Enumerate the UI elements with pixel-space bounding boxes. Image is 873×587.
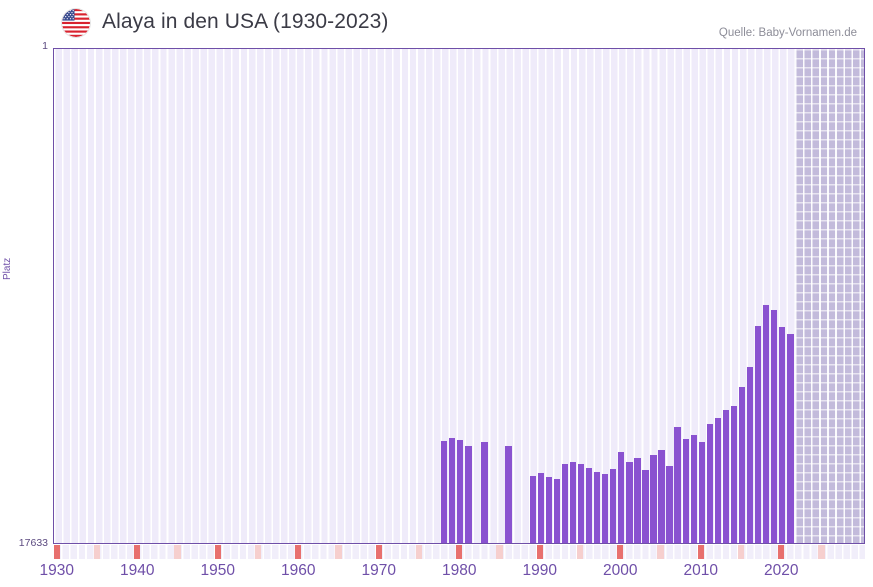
bar-2021[interactable] <box>787 334 794 543</box>
bar-1990[interactable] <box>537 472 544 543</box>
bar-2001[interactable] <box>626 461 633 543</box>
y-axis-tick-top: 1 <box>42 40 48 52</box>
page-title: Alaya in den USA (1930-2023) <box>102 10 389 33</box>
bar-2006[interactable] <box>666 466 673 543</box>
bar-1995[interactable] <box>577 463 585 543</box>
x-axis-tick-label-2010: 2010 <box>683 562 719 579</box>
bar-2007[interactable] <box>674 426 681 543</box>
bar-1991[interactable] <box>545 477 553 543</box>
bar-1978[interactable] <box>441 441 448 543</box>
bar-2011[interactable] <box>706 423 714 543</box>
bar-2019[interactable] <box>771 309 778 543</box>
x-tick-minor-1955 <box>254 545 262 559</box>
bar-2004[interactable] <box>650 455 657 543</box>
bar-1979[interactable] <box>449 437 456 543</box>
source-attribution: Quelle: Baby-Vornamen.de <box>718 27 857 39</box>
x-tick-major-2020 <box>778 545 785 559</box>
x-axis-tick-label-1930: 1930 <box>39 562 75 579</box>
bar-2008[interactable] <box>682 439 689 543</box>
x-axis-tick-label-1970: 1970 <box>361 562 397 579</box>
bar-2015[interactable] <box>738 387 746 543</box>
us-flag-icon <box>62 9 90 37</box>
x-tick-major-1950 <box>214 545 221 559</box>
x-axis-tick-strip <box>53 545 865 559</box>
bar-2009[interactable] <box>690 434 697 543</box>
bar-2005[interactable] <box>658 449 665 543</box>
bar-1993[interactable] <box>561 463 569 543</box>
bar-1983[interactable] <box>481 442 488 543</box>
x-axis-tick-label-1990: 1990 <box>522 562 558 579</box>
x-tick-minor-2005 <box>657 545 664 559</box>
bar-2012[interactable] <box>714 417 722 543</box>
bar-2016[interactable] <box>746 367 754 543</box>
bar-2010[interactable] <box>698 441 705 543</box>
x-tick-major-2010 <box>697 545 704 559</box>
x-axis-tick-label-2020: 2020 <box>764 562 799 579</box>
bar-1981[interactable] <box>465 445 472 543</box>
x-tick-major-1930 <box>53 545 60 559</box>
x-tick-major-1970 <box>375 545 382 559</box>
x-tick-major-1990 <box>536 545 543 559</box>
bar-2017[interactable] <box>754 326 762 543</box>
x-axis-tick-label-1940: 1940 <box>120 562 155 579</box>
bar-2002[interactable] <box>634 457 641 543</box>
y-axis-label: Platz <box>2 257 13 280</box>
x-tick-major-1980 <box>456 545 463 559</box>
x-tick-minor-1965 <box>335 545 342 559</box>
bar-1999[interactable] <box>610 468 617 543</box>
x-tick-minor-1985 <box>496 545 503 559</box>
x-axis-tick-label-1980: 1980 <box>442 562 477 579</box>
x-tick-minor-1995 <box>576 545 584 559</box>
x-tick-minor-1975 <box>415 545 423 559</box>
bar-2003[interactable] <box>642 469 649 543</box>
bar-2020[interactable] <box>779 327 786 543</box>
bar-1998[interactable] <box>602 474 609 543</box>
chart-plot-area <box>53 48 865 544</box>
bar-1997[interactable] <box>593 471 601 543</box>
bar-1996[interactable] <box>585 467 593 543</box>
bar-2018[interactable] <box>763 305 770 543</box>
x-axis-tick-label-1950: 1950 <box>200 562 236 579</box>
y-axis-tick-bottom: 17633 <box>18 537 48 549</box>
chart-header: Alaya in den USA (1930-2023) Quelle: Bab… <box>0 0 873 44</box>
x-tick-minor-1935 <box>93 545 101 559</box>
bar-1980[interactable] <box>457 440 464 543</box>
bar-2000[interactable] <box>618 452 625 543</box>
x-axis-tick-label-1960: 1960 <box>281 562 316 579</box>
bar-1994[interactable] <box>569 462 577 543</box>
x-tick-major-2000 <box>617 545 624 559</box>
x-tick-minor-1945 <box>174 545 181 559</box>
bar-2014[interactable] <box>730 406 738 543</box>
x-tick-major-1940 <box>134 545 141 559</box>
bar-1989[interactable] <box>529 475 536 543</box>
x-tick-minor-2025 <box>818 545 825 559</box>
x-axis-tick-label-2000: 2000 <box>603 562 638 579</box>
bar-2013[interactable] <box>722 410 730 543</box>
bar-1992[interactable] <box>553 479 561 543</box>
bar-1986[interactable] <box>505 445 512 543</box>
no-data-band <box>795 49 864 543</box>
x-tick-minor-2015 <box>737 545 745 559</box>
x-tick-major-1960 <box>295 545 302 559</box>
